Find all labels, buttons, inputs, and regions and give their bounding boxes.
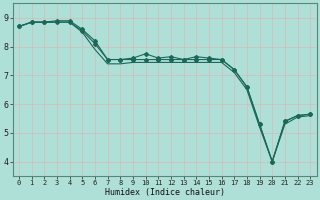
X-axis label: Humidex (Indice chaleur): Humidex (Indice chaleur)	[105, 188, 225, 197]
